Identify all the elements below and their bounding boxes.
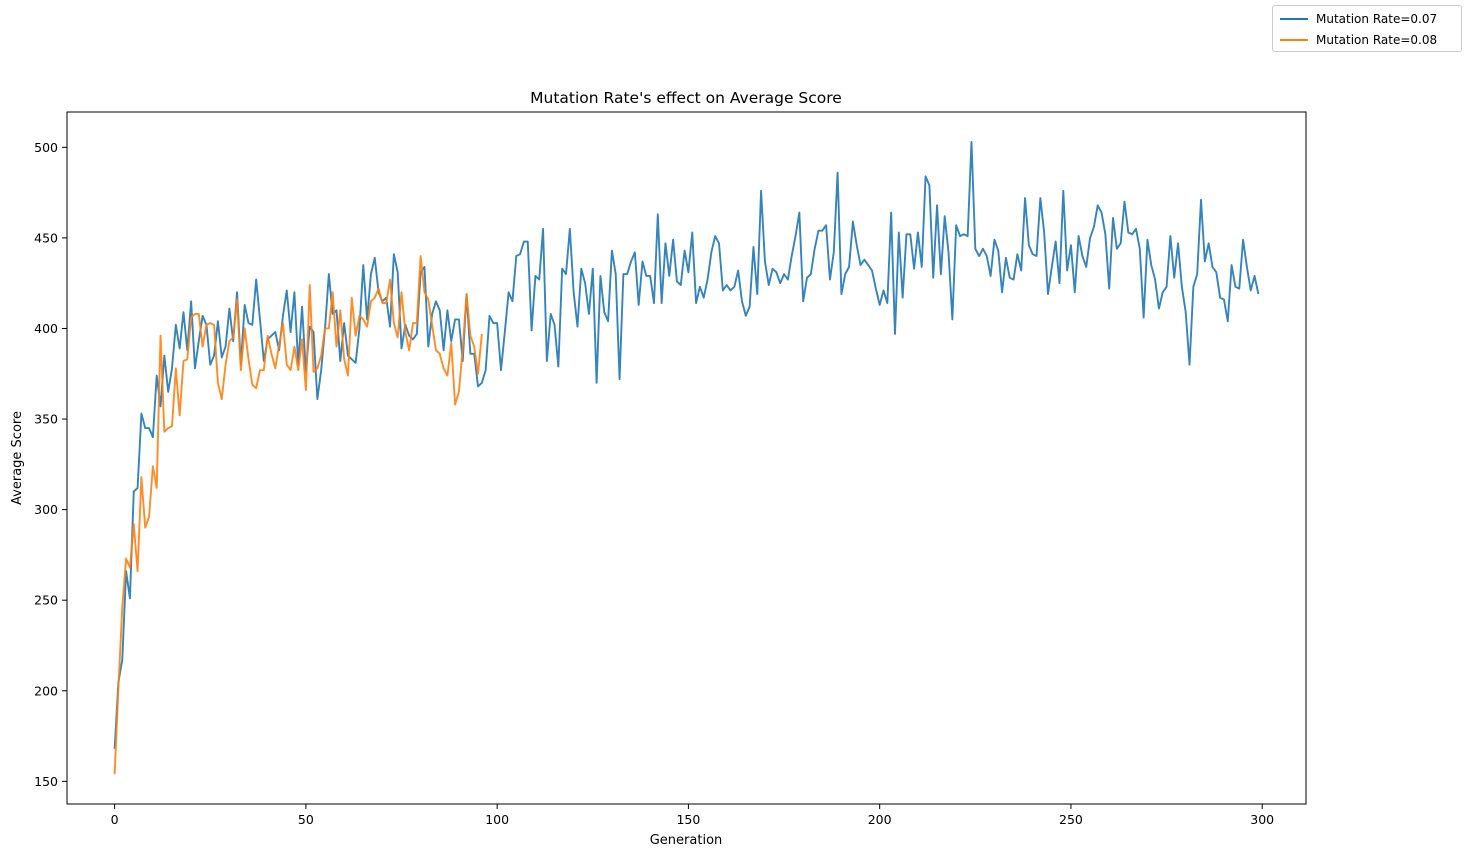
legend-swatch-series-1: [1280, 18, 1308, 20]
y-tick-label: 300: [34, 502, 58, 517]
legend-item-series-2: Mutation Rate=0.08: [1280, 32, 1437, 48]
y-tick-label: 200: [34, 683, 58, 698]
plot-frame: [66, 111, 1307, 805]
x-axis-label: Generation: [650, 833, 723, 848]
legend: Mutation Rate=0.07 Mutation Rate=0.08: [1272, 5, 1462, 52]
series-line-2: [113, 255, 483, 775]
series-line-1: [113, 140, 1260, 749]
x-tick-label: 300: [1250, 812, 1274, 827]
series-layer: [113, 140, 1260, 775]
legend-label-series-2: Mutation Rate=0.08: [1316, 33, 1438, 47]
x-tick-label: 250: [1059, 812, 1083, 827]
y-tick-label: 450: [34, 230, 58, 245]
legend-label-series-1: Mutation Rate=0.07: [1316, 12, 1438, 26]
y-axis-ticks: 150 200 250 300 350 400 450 500: [34, 140, 67, 789]
y-tick-label: 500: [34, 140, 58, 155]
x-tick-label: 0: [111, 812, 119, 827]
x-tick-label: 200: [868, 812, 892, 827]
y-tick-label: 350: [34, 412, 58, 427]
y-tick-label: 150: [34, 774, 58, 789]
legend-item-series-1: Mutation Rate=0.07: [1280, 11, 1437, 27]
x-tick-label: 50: [298, 812, 314, 827]
y-axis-label: Average Score: [10, 411, 25, 505]
legend-swatch-series-2: [1280, 39, 1308, 41]
chart-title: Mutation Rate's effect on Average Score: [530, 89, 842, 107]
x-tick-label: 100: [485, 812, 509, 827]
y-tick-label: 250: [34, 593, 58, 608]
x-tick-label: 150: [676, 812, 700, 827]
y-tick-label: 400: [34, 321, 58, 336]
x-axis-ticks: 0 50 100 150 200 250 300: [111, 804, 1274, 827]
